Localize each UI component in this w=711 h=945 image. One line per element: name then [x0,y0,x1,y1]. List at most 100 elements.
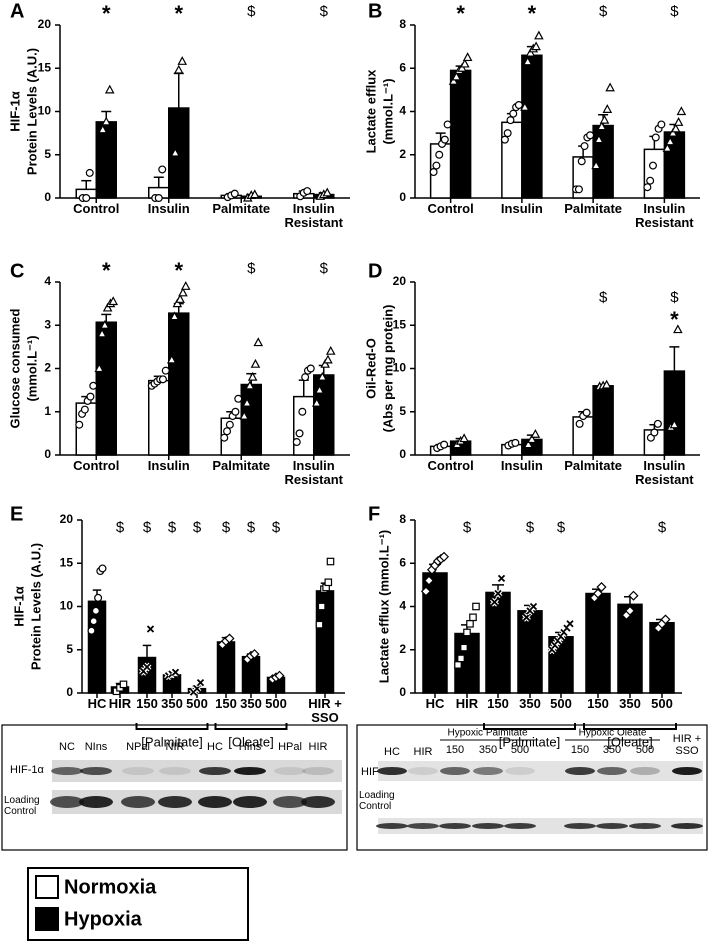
y-axis-label: Protein Levels (A.U.) [28,543,43,670]
data-point [522,613,531,621]
data-point [596,121,607,131]
significance-mark: * [528,1,537,26]
y-tick-label: 5 [66,642,73,656]
data-point [605,82,615,92]
x-tick-label-box: Control [428,202,474,216]
data-point [440,440,449,449]
data-point [662,143,673,152]
y-axis-label: Glucose consumed [7,308,22,428]
legend-label: Normoxia [64,876,157,898]
data-point [462,52,473,62]
data-point [178,287,188,297]
data-point [586,131,595,140]
blot-band [504,823,536,829]
blot-band [629,823,661,829]
x-tick-label-box: 350 [519,697,541,711]
x-tick-label-box: 150 [587,697,609,711]
significance-mark: $ [247,3,256,20]
data-point [472,602,480,611]
x-tick-label: Control [73,202,120,216]
data-point [320,358,330,368]
lane-label: HIR + SSO [672,733,702,758]
x-tick-label-box: Palmitate [212,459,271,473]
data-point [509,109,518,118]
data-point [154,194,163,203]
bar [485,591,511,694]
x-tick-label-box: Insulin [147,459,190,473]
data-point [457,62,467,72]
data-point [531,41,541,51]
bar [663,370,686,456]
bar [617,603,643,694]
y-axis-label: (mmol.L⁻¹) [380,78,395,144]
x-tick-label: HC [87,697,107,711]
data-point [459,433,469,443]
x-tick-label: Insulin [147,202,190,216]
data-point [80,405,89,414]
lane-label: NPal [126,741,150,753]
data-point [643,183,652,192]
y-tick-label: 20 [60,512,74,526]
bar [449,69,472,199]
y-tick-label: 2 [44,361,51,375]
lane-label: NC [59,741,75,753]
y-tick-label: 8 [399,512,406,526]
lane-label: 350 [603,744,621,756]
y-axis-label: HIF-1α [11,586,26,627]
data-point [172,298,183,308]
data-point [224,633,235,644]
data-point [527,434,537,444]
x-tick-label: Insulin [147,459,190,473]
lane-label-box: HIR + SSO [672,733,702,758]
data-point [317,371,328,381]
blot-band [440,767,470,775]
data-point [624,605,636,616]
data-point [676,106,687,116]
x-tick-label-box: Insulin Resistant [635,202,694,230]
row-label: Loading Control [4,795,40,817]
data-point [668,127,678,137]
panel-label: E [10,503,23,525]
legend-swatch [35,875,59,899]
data-point [250,358,261,368]
lane-label: 150 [446,744,464,756]
data-point [87,626,96,635]
y-tick-label: 15 [393,317,407,331]
significance-mark: $ [193,519,202,536]
significance-mark: * [174,1,183,26]
blot-band [564,823,596,829]
data-point [429,168,438,177]
y-tick-label: 0 [399,190,406,204]
bar [293,395,315,456]
panel-label: F [368,503,380,525]
x-tick-label: HIR + SSO [308,697,342,726]
significance-mark: $ [116,519,125,536]
significance-mark: $ [526,519,535,536]
data-point [231,407,240,416]
data-point [420,586,432,597]
data-point [315,620,324,629]
data-point [566,620,574,628]
x-tick-label: Control [73,459,120,473]
blot-band [159,767,191,775]
y-tick-label: 10 [38,104,52,118]
x-tick-label-box: HC [426,697,445,711]
x-tick-label-box: Insulin [501,202,543,216]
data-point [673,324,683,334]
x-tick-label: Palmitate [212,459,271,473]
significance-mark: $ [658,519,667,536]
significance-mark: $ [557,519,566,536]
blot-band [376,823,408,829]
blot-band [596,823,628,829]
y-tick-label: 10 [393,361,407,375]
row-label: Loading Control [359,790,395,812]
data-point [523,439,534,449]
data-point [653,419,662,428]
y-tick-label: 15 [38,60,52,74]
row-label: HIF-1α [10,764,45,776]
blot-band [630,767,660,775]
data-point [97,328,107,338]
lane-label: HPal [278,741,302,753]
legend-frame [27,867,249,941]
significance-mark: $ [463,519,472,536]
